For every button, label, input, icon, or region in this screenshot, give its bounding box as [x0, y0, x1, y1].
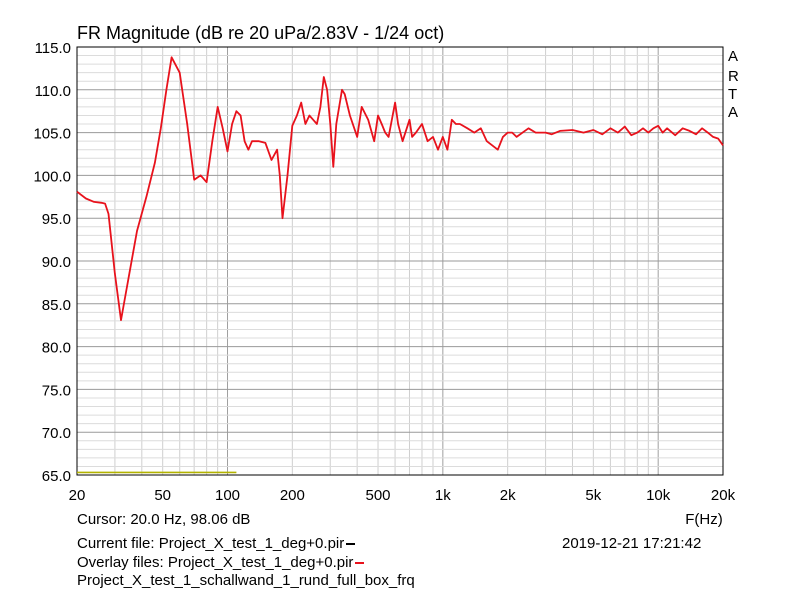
overlay-file-swatch [355, 562, 365, 565]
x-tick-label: 10k [646, 487, 671, 504]
x-tick-label: 20k [711, 487, 736, 504]
current-file-text: Current file: Project_X_test_1_deg+0.pir [77, 535, 345, 552]
overlay-files-text: Overlay files: Project_X_test_1_deg+0.pi… [77, 554, 354, 571]
x-tick-label: 2k [500, 487, 516, 504]
x-tick-labels: 20 50 100 200 500 1k 2k 5k 10k 20k [69, 487, 736, 504]
y-tick-label: 80.0 [42, 340, 71, 357]
x-tick-label: 50 [154, 487, 171, 504]
x-tick-label: 1k [435, 487, 451, 504]
x-tick-label: 100 [215, 487, 240, 504]
y-tick-label: 115.0 [35, 40, 71, 57]
brand-letter-t: T [728, 86, 738, 103]
y-tick-label: 65.0 [42, 468, 71, 485]
x-tick-label: 500 [366, 487, 391, 504]
overlay-file-2: Project_X_test_1_schallwand_1_rund_full_… [77, 572, 415, 589]
plot-grid [77, 47, 723, 475]
x-axis-label: F(Hz) [685, 511, 723, 528]
y-tick-label: 95.0 [42, 211, 71, 228]
cursor-readout: Cursor: 20.0 Hz, 98.06 dB [77, 511, 251, 528]
series-layer [76, 56, 724, 474]
current-file-swatch [346, 543, 356, 546]
y-tick-label: 90.0 [42, 254, 71, 271]
current-file-line: Current file: Project_X_test_1_deg+0.pir [77, 535, 356, 552]
y-tick-label: 110.0 [35, 83, 71, 100]
frequency-response-line [76, 56, 724, 322]
chart-title: FR Magnitude (dB re 20 uPa/2.83V - 1/24 … [77, 23, 444, 43]
timestamp: 2019-12-21 17:21:42 [562, 535, 702, 552]
y-tick-label: 100.0 [33, 168, 71, 185]
x-tick-label: 200 [280, 487, 305, 504]
y-tick-label: 85.0 [42, 297, 71, 314]
brand-letter-a2: A [728, 104, 739, 121]
y-tick-label: 105.0 [33, 126, 71, 143]
brand-letter-r: R [728, 68, 739, 85]
brand-letter-a1: A [728, 48, 739, 65]
y-tick-labels: 65.0 70.0 75.0 80.0 85.0 90.0 95.0 100.0 105.0 11… [33, 40, 71, 485]
plot-frame [76, 46, 724, 476]
overlay-files-line: Overlay files: Project_X_test_1_deg+0.pi… [77, 554, 365, 571]
x-tick-label: 5k [585, 487, 601, 504]
y-tick-label: 70.0 [42, 425, 71, 442]
y-tick-label: 75.0 [42, 382, 71, 399]
x-tick-label: 20 [69, 487, 86, 504]
